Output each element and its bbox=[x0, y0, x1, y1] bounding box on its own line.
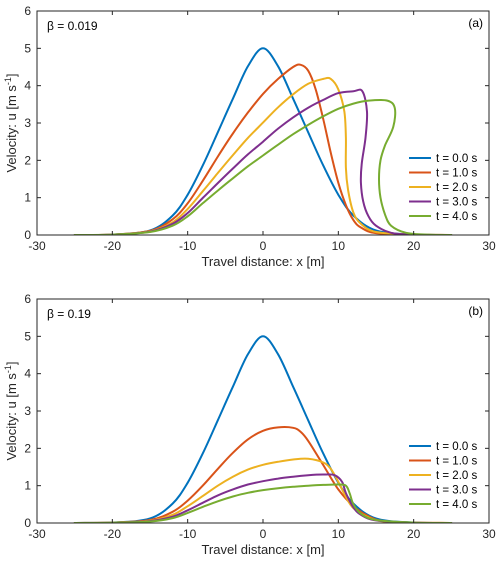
panel-label: (b) bbox=[468, 304, 483, 318]
x-tick-label: 20 bbox=[407, 239, 421, 253]
series-line-4 bbox=[73, 473, 453, 523]
series-line-2 bbox=[73, 63, 453, 235]
x-tick-label: 0 bbox=[260, 527, 267, 541]
series-line-4 bbox=[73, 88, 453, 235]
x-tick-label: 30 bbox=[482, 527, 496, 541]
y-tick-label: 6 bbox=[24, 4, 31, 18]
legend-label-1: t = 0.0 s bbox=[436, 441, 477, 453]
y-tick-label: 0 bbox=[24, 516, 31, 530]
series-lines bbox=[73, 47, 453, 235]
y-tick-label: 3 bbox=[24, 404, 31, 418]
chart-panel-b: -30 -20 -10 0 10 20 30 0 1 2 3 4 5 6 Travel distance: … bbox=[3, 292, 496, 557]
x-tick-label: -20 bbox=[104, 527, 122, 541]
x-axis-label: Travel distance: x [m] bbox=[201, 542, 324, 557]
series-line-1 bbox=[73, 335, 453, 523]
series-line-1 bbox=[73, 47, 453, 235]
legend-label-5: t = 4.0 s bbox=[436, 499, 477, 511]
legend: t = 0.0 s t = 1.0 s t = 2.0 s t = 3.0 s t = … bbox=[409, 441, 477, 511]
y-tick-label: 5 bbox=[24, 41, 31, 55]
legend-label-2: t = 1.0 s bbox=[436, 456, 477, 468]
legend-label-1: t = 0.0 s bbox=[436, 153, 477, 165]
legend-label-2: t = 1.0 s bbox=[436, 168, 477, 180]
y-axis-label: Velocity: u [m s-1] bbox=[3, 73, 19, 172]
y-tick-label: 5 bbox=[24, 329, 31, 343]
beta-annotation: β = 0.19 bbox=[47, 307, 91, 321]
legend: t = 0.0 s t = 1.0 s t = 2.0 s t = 3.0 s t = … bbox=[409, 153, 477, 223]
y-tick-label: 0 bbox=[24, 228, 31, 242]
legend-label-3: t = 2.0 s bbox=[436, 470, 477, 482]
beta-annotation: β = 0.019 bbox=[47, 19, 98, 33]
series-line-2 bbox=[73, 426, 453, 523]
y-tick-label: 3 bbox=[24, 116, 31, 130]
y-tick-label: 1 bbox=[24, 479, 31, 493]
x-tick-label: 10 bbox=[332, 239, 346, 253]
x-tick-label: 0 bbox=[260, 239, 267, 253]
y-axis-label: Velocity: u [m s-1] bbox=[3, 361, 19, 460]
y-tick-label: 4 bbox=[24, 79, 31, 93]
x-tick-label: -10 bbox=[179, 527, 197, 541]
y-tick-label: 1 bbox=[24, 191, 31, 205]
legend-label-3: t = 2.0 s bbox=[436, 182, 477, 194]
x-tick-label: 30 bbox=[482, 239, 496, 253]
panel-label: (a) bbox=[468, 16, 483, 30]
y-tick-label: 2 bbox=[24, 441, 31, 455]
x-tick-label: -20 bbox=[104, 239, 122, 253]
series-line-5 bbox=[73, 98, 453, 235]
x-tick-label: 10 bbox=[332, 527, 346, 541]
legend-label-4: t = 3.0 s bbox=[436, 197, 477, 209]
x-tick-label: 20 bbox=[407, 527, 421, 541]
chart-panel-a: -30 -20 -10 0 10 20 30 0 1 2 3 4 5 6 Travel distance: … bbox=[3, 4, 496, 269]
y-tick-label: 2 bbox=[24, 153, 31, 167]
y-tick-label: 6 bbox=[24, 292, 31, 306]
legend-label-4: t = 3.0 s bbox=[436, 485, 477, 497]
x-tick-label: -10 bbox=[179, 239, 197, 253]
legend-label-5: t = 4.0 s bbox=[436, 211, 477, 223]
x-tick-label: -30 bbox=[28, 239, 46, 253]
series-line-5 bbox=[73, 483, 453, 523]
y-tick-label: 4 bbox=[24, 367, 31, 381]
x-tick-label: -30 bbox=[28, 527, 46, 541]
x-axis-label: Travel distance: x [m] bbox=[201, 254, 324, 269]
series-lines bbox=[73, 335, 453, 523]
series-line-3 bbox=[73, 76, 453, 235]
